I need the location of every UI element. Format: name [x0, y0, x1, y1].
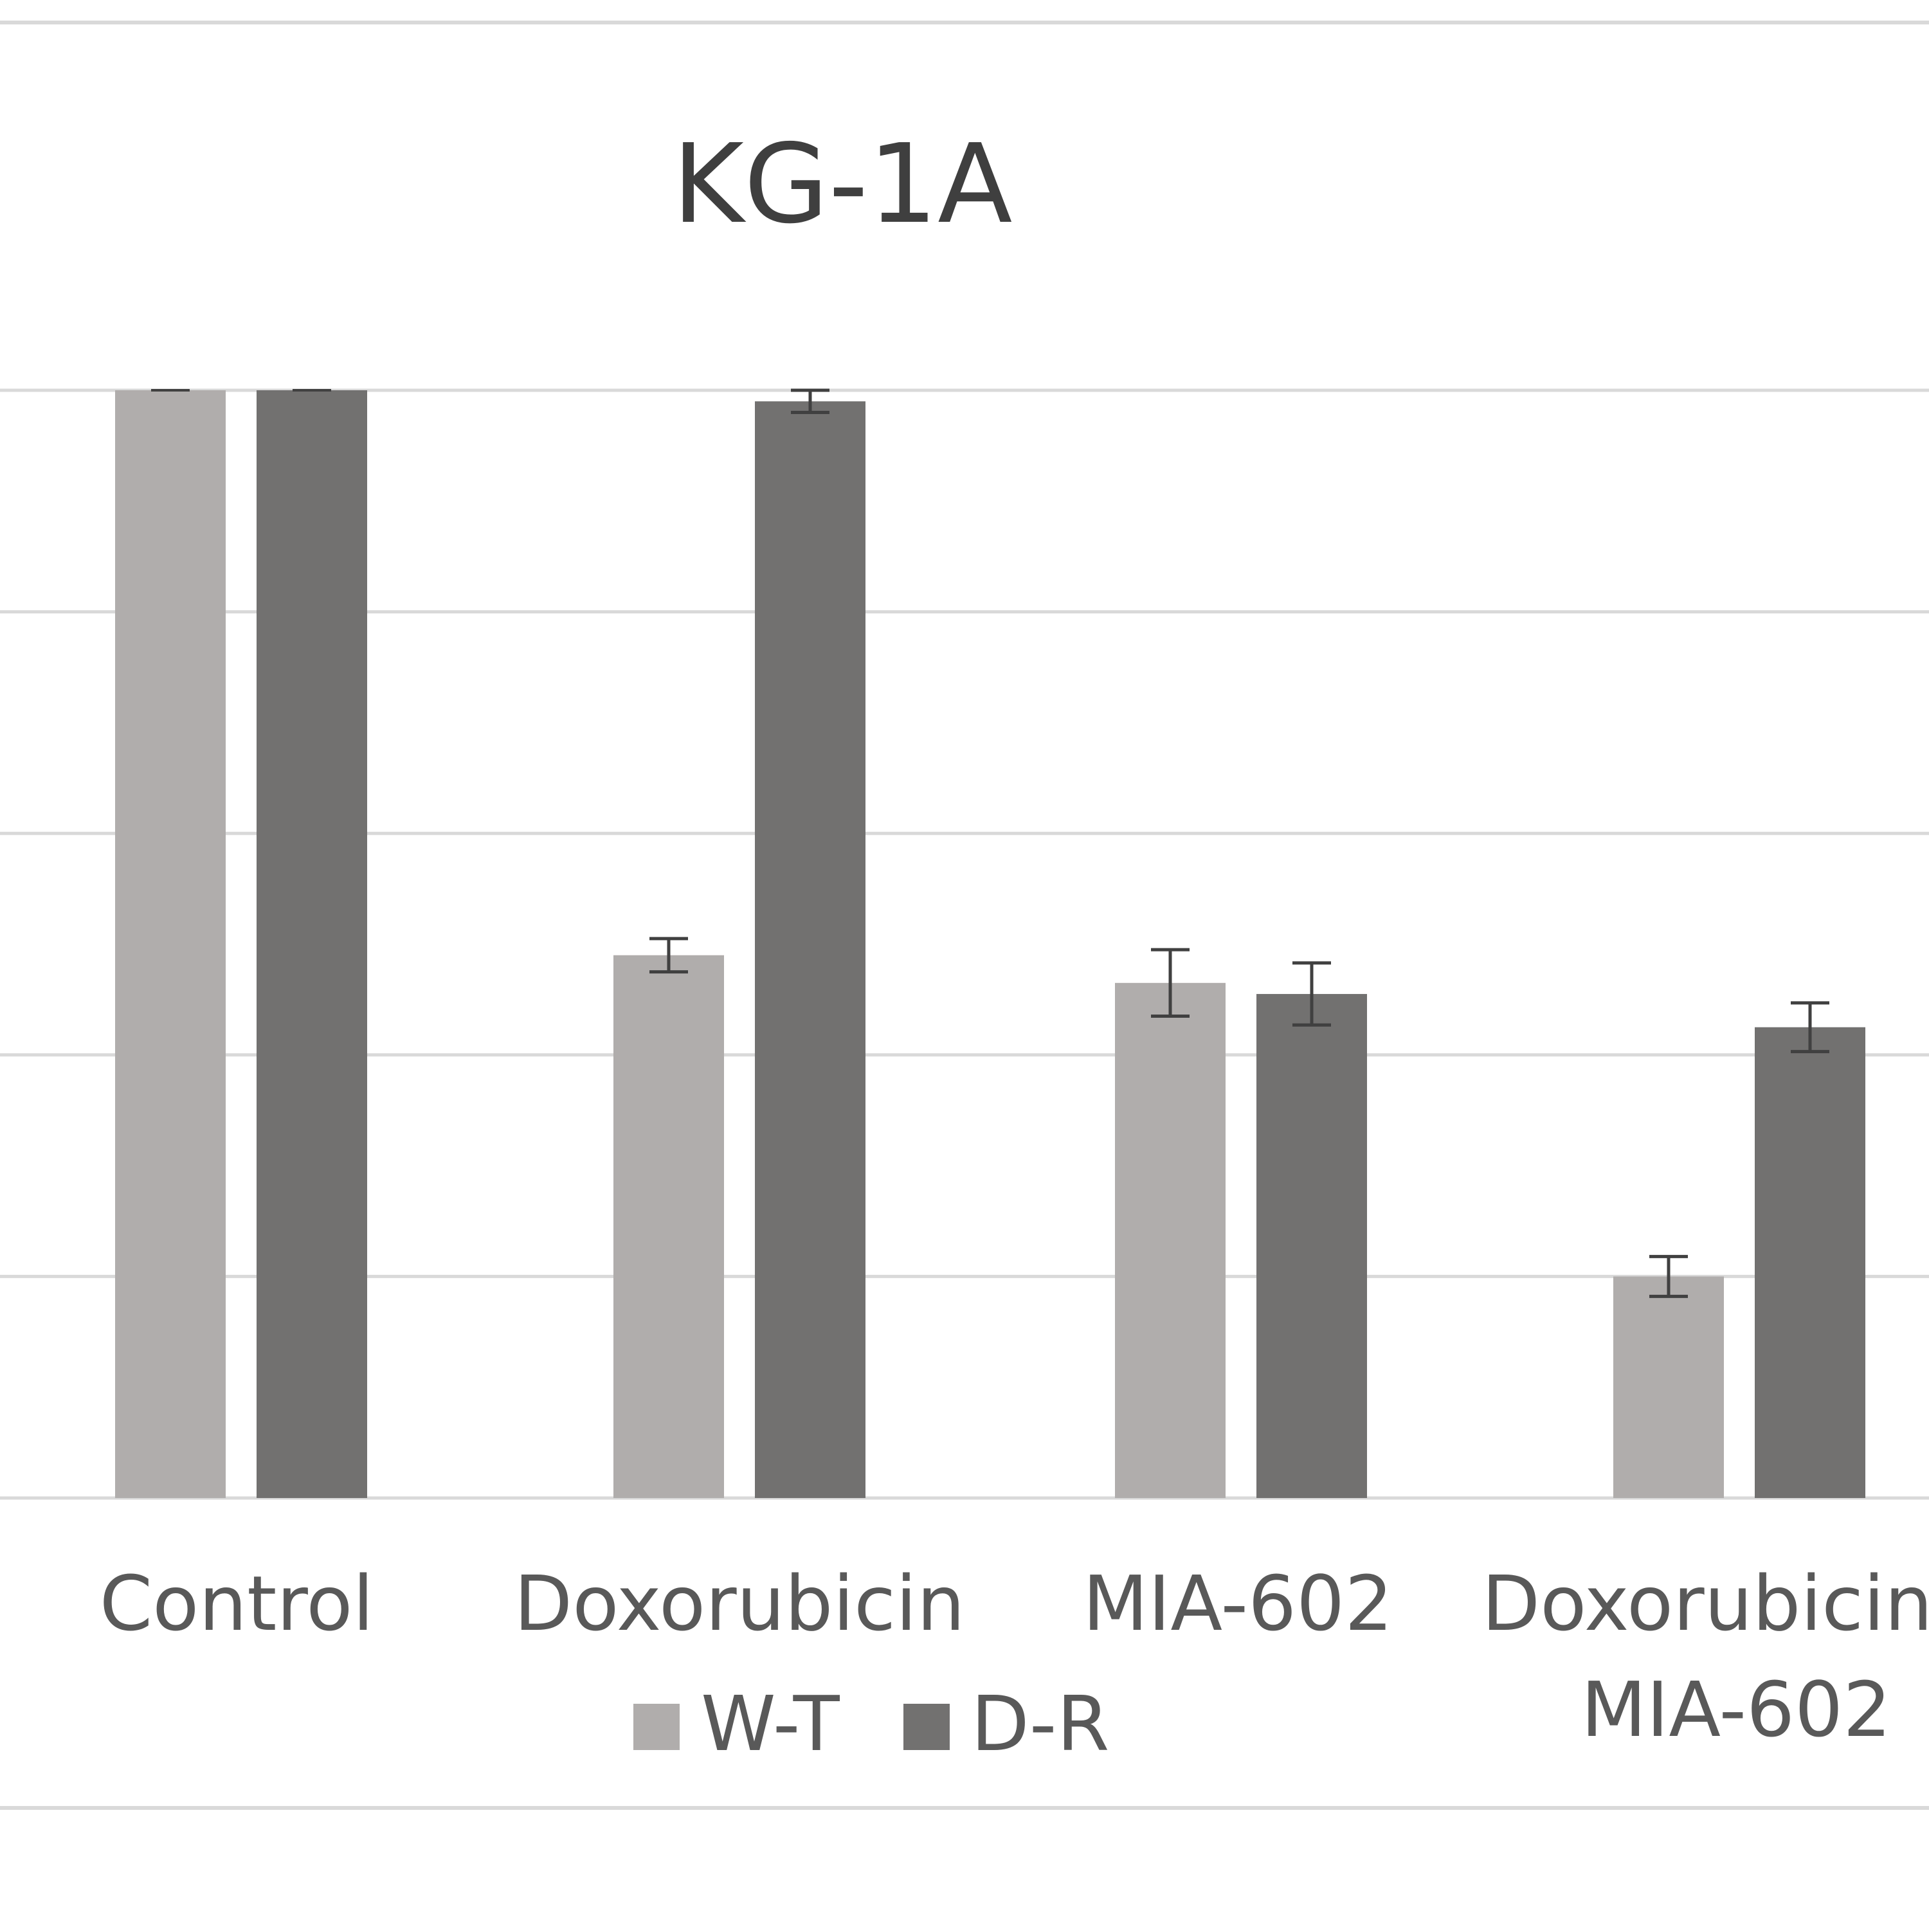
bar-d-r-4: [1755, 1027, 1865, 1498]
legend-swatch-w-t: [633, 1704, 680, 1750]
bar-w-t-4: [1613, 1276, 1724, 1498]
tick-label-1: Control: [100, 1559, 374, 1648]
error-bars: [151, 388, 1829, 1298]
bar-d-r-2: [755, 401, 865, 1498]
chart-title: KG-1A: [672, 121, 1012, 248]
tick-label-line: Control: [100, 1559, 374, 1648]
tick-label-line: MIA-602: [1581, 1665, 1892, 1754]
bar-w-t-1: [115, 390, 226, 1498]
bars: [115, 390, 1865, 1498]
bar-w-t-3: [1115, 982, 1226, 1498]
legend-swatch-d-r: [903, 1704, 950, 1750]
tick-label-line: Doxorubicin: [1481, 1559, 1929, 1648]
x-axis-tick-labels: Control Doxorubicin MIA-602 Doxorubicin MIA-…: [100, 1559, 1929, 1754]
bar-d-r-3: [1256, 994, 1367, 1498]
tick-label-line: MIA-602: [1083, 1559, 1393, 1648]
legend-label-d-r: D-R: [971, 1679, 1109, 1768]
bar-d-r-1: [257, 390, 367, 1498]
tick-label-2: Doxorubicin: [514, 1559, 964, 1648]
tick-label-line: Doxorubicin: [514, 1559, 964, 1648]
legend-label-w-t: W-T: [701, 1679, 840, 1768]
tick-label-3: MIA-602: [1083, 1559, 1393, 1648]
tick-label-4: Doxorubicin MIA-602: [1481, 1559, 1929, 1754]
bar-w-t-2: [613, 955, 724, 1498]
legend: W-T D-R: [633, 1679, 1109, 1768]
